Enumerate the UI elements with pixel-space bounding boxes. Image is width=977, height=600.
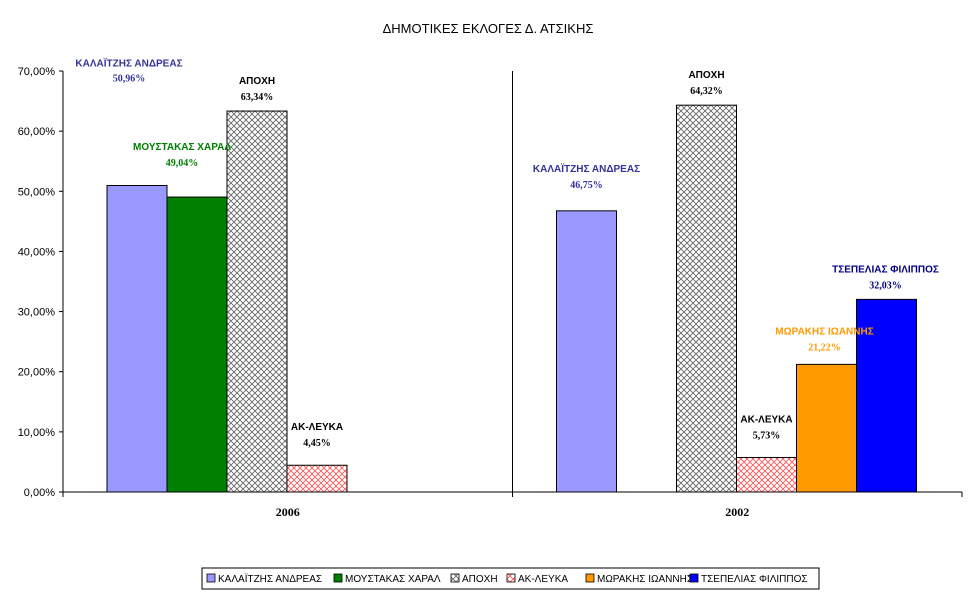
- data-label-value: 32,03%: [869, 280, 902, 291]
- data-label-value: 63,34%: [241, 92, 274, 103]
- y-tick-label: 40,00%: [18, 246, 56, 258]
- x-tick-label: 2002: [725, 505, 749, 519]
- legend-label: ΜΟΥΣΤΑΚΑΣ ΧΑΡΑΛ: [345, 574, 441, 585]
- legend-label: ΤΣΕΠΕΛΙΑΣ ΦΙΛΙΠΠΟΣ: [701, 574, 808, 585]
- legend-swatch: [689, 573, 699, 583]
- data-label-value: 46,75%: [570, 180, 603, 191]
- chart-data-labels: ΚΑΛΑΪΤΖΗΣ ΑΝΔΡΕΑΣ 50,96% ΜΟΥΣΤΑΚΑΣ ΧΑΡΑΛ 49…: [75, 57, 938, 450]
- chart-bars: [106, 104, 917, 493]
- data-label-name: ΑΚ-ΛΕΥΚΑ: [740, 415, 792, 426]
- legend-label: ΚΑΛΑΪΤΖΗΣ ΑΝΔΡΕΑΣ: [218, 573, 322, 585]
- legend-swatch: [206, 573, 216, 583]
- data-label-value: 64,32%: [690, 86, 723, 97]
- y-tick-label: 30,00%: [18, 307, 56, 319]
- data-label-value: 21,22%: [808, 342, 841, 353]
- bar: [556, 210, 617, 493]
- x-tick-label: 2006: [276, 505, 300, 519]
- bar: [226, 110, 288, 493]
- data-label-value: 5,73%: [753, 431, 781, 442]
- data-label-name: ΑΠΟΧΗ: [239, 76, 275, 87]
- bar: [796, 363, 857, 493]
- bar: [676, 104, 737, 493]
- legend-label: ΑΠΟΧΗ: [462, 574, 498, 585]
- bar: [736, 457, 797, 493]
- legend-swatch: [506, 573, 516, 583]
- data-label-name: ΑΠΟΧΗ: [688, 70, 724, 81]
- chart-axes: 0,00% 10,00% 20,00% 30,00% 40,00% 50,00% 60,00…: [18, 66, 963, 519]
- chart-title: ΔΗΜΟΤΙΚΕΣ ΕΚΛΟΓΕΣ Δ. ΑΤΣΙΚΗΣ: [383, 21, 594, 36]
- data-label-name: ΤΣΕΠΕΛΙΑΣ ΦΙΛΙΠΠΟΣ: [832, 264, 939, 275]
- data-label-value: 4,45%: [303, 438, 331, 449]
- legend-label: ΜΩΡΑΚΗΣ ΙΩΑΝΝΗΣ: [597, 574, 693, 585]
- y-tick-label: 20,00%: [18, 367, 56, 379]
- data-label-name: ΜΩΡΑΚΗΣ ΙΩΑΝΝΗΣ: [775, 326, 873, 337]
- y-tick-label: 50,00%: [18, 186, 56, 198]
- bar: [106, 185, 168, 493]
- data-label-name: ΜΟΥΣΤΑΚΑΣ ΧΑΡΑΛ: [133, 142, 231, 153]
- y-tick-label: 70,00%: [18, 66, 56, 78]
- y-tick-label: 10,00%: [18, 427, 56, 439]
- legend-swatch: [585, 573, 595, 583]
- legend-label: ΑΚ-ΛΕΥΚΑ: [518, 574, 568, 585]
- data-label-name: ΑΚ-ΛΕΥΚΑ: [291, 422, 343, 433]
- chart-legend: ΚΑΛΑΪΤΖΗΣ ΑΝΔΡΕΑΣ ΜΟΥΣΤΑΚΑΣ ΧΑΡΑΛ ΑΠΟΧΗ ΑΚ-…: [201, 567, 820, 590]
- legend-swatch: [333, 573, 343, 583]
- legend-swatch: [450, 573, 460, 583]
- data-label-value: 50,96%: [113, 74, 146, 85]
- y-tick-label: 60,00%: [18, 126, 56, 138]
- y-tick-label: 0,00%: [24, 487, 55, 499]
- bar: [286, 464, 348, 493]
- data-label-value: 49,04%: [166, 158, 199, 169]
- data-label-name: ΚΑΛΑΪΤΖΗΣ ΑΝΔΡΕΑΣ: [533, 162, 640, 175]
- data-label-name: ΚΑΛΑΪΤΖΗΣ ΑΝΔΡΕΑΣ: [75, 57, 182, 70]
- bar: [166, 196, 228, 493]
- bar: [856, 298, 917, 493]
